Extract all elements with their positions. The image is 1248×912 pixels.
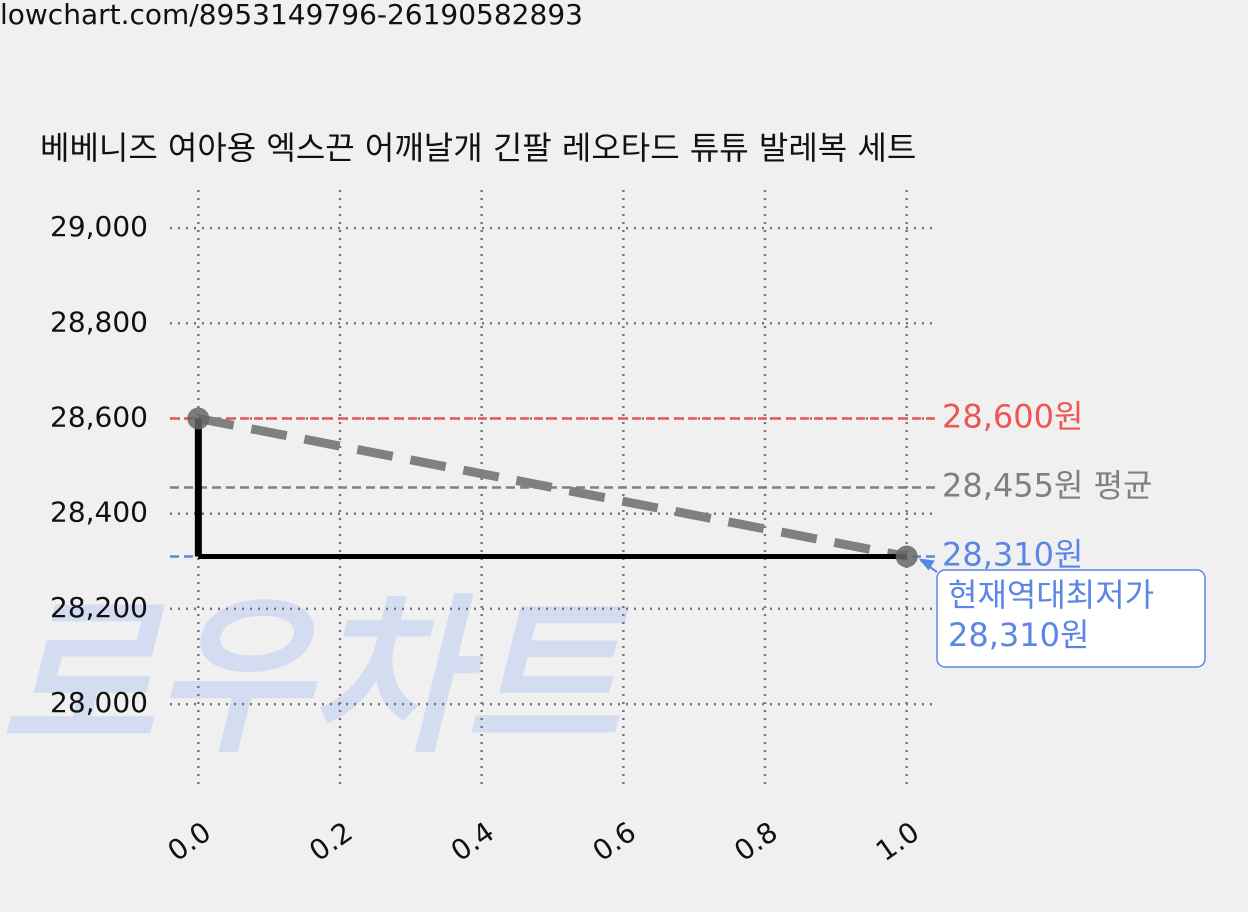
point xyxy=(187,407,210,430)
annotation-box xyxy=(936,569,1206,668)
y-tick-label: 28,600 xyxy=(50,400,148,433)
chart-title: 베베니즈 여아용 엑스끈 어깨날개 긴팔 레오타드 튜튜 발레복 세트 xyxy=(40,129,916,167)
reference-label: 28,600원 xyxy=(942,397,1083,435)
annotation-arrowhead xyxy=(918,558,935,571)
annotation-text: 현재역대최저가 xyxy=(948,576,1154,614)
x-tick-label: 1.0 xyxy=(870,815,925,868)
url: lowchart.com/8953149796-26190582893 xyxy=(0,0,583,31)
trend-line xyxy=(197,414,908,561)
x-tick-label: 0.6 xyxy=(587,815,642,868)
y-tick-label: 29,000 xyxy=(50,210,148,243)
reference-label: 28,310원 xyxy=(942,536,1083,574)
y-tick-label: 28,000 xyxy=(50,686,148,719)
y-tick-label: 28,800 xyxy=(50,305,148,338)
watermark: 로우차트 xyxy=(0,579,630,777)
x-tick-label: 0.4 xyxy=(445,815,500,868)
x-tick-label: 0.8 xyxy=(728,815,783,868)
reference-label: 28,455원 평균 xyxy=(942,467,1152,505)
y-tick-label: 28,200 xyxy=(50,591,148,624)
point xyxy=(895,545,918,568)
x-tick-label: 0.2 xyxy=(303,815,358,868)
y-tick-label: 28,400 xyxy=(50,496,148,529)
annotation-text: 28,310원 xyxy=(948,616,1089,654)
x-tick-label: 0.0 xyxy=(162,815,217,868)
